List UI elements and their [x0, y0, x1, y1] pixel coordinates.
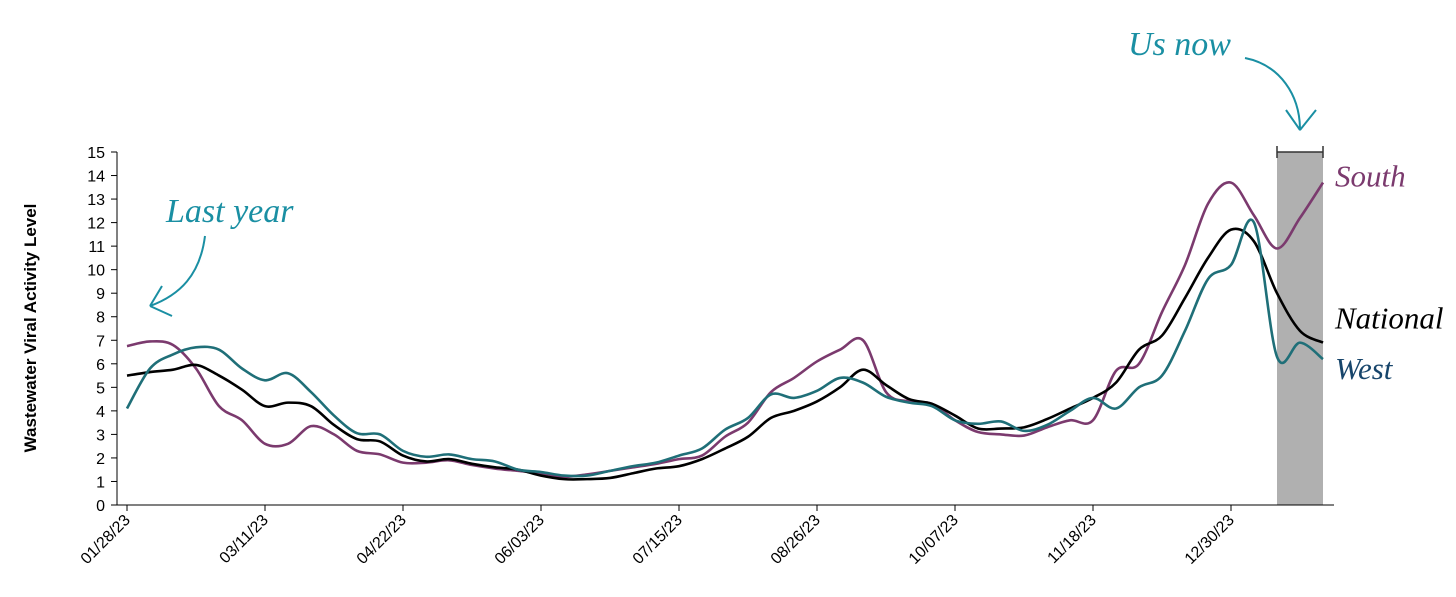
x-tick-label: 10/07/23 [906, 512, 962, 568]
y-tick-label: 6 [96, 357, 105, 374]
x-tick-label: 04/22/23 [354, 512, 410, 568]
y-tick-label: 12 [87, 216, 105, 233]
y-axis-label: Wastewater Viral Activity Level [21, 204, 40, 453]
series-line [126, 227, 1324, 481]
y-tick-label: 11 [88, 239, 105, 256]
x-tick-label: 07/15/23 [630, 512, 686, 568]
annotation-arrow [1244, 57, 1317, 131]
y-tick-label: 9 [96, 286, 105, 303]
highlight-bracket [1276, 146, 1324, 158]
y-tick-label: 15 [87, 145, 105, 162]
series-line [126, 181, 1325, 479]
y-tick-label: 8 [96, 310, 105, 327]
series-label: South [1335, 159, 1406, 194]
x-tick-label: 03/11/23 [217, 512, 272, 567]
x-tick-label: 12/30/23 [1182, 512, 1238, 568]
x-tick-label: 08/26/23 [768, 512, 824, 568]
x-tick-label: 11/18/23 [1045, 512, 1100, 567]
y-tick-label: 4 [96, 404, 105, 421]
y-tick-label: 1 [96, 474, 105, 491]
series-label: National [1334, 301, 1444, 336]
y-tick-label: 5 [96, 380, 105, 397]
annotation: Last year [165, 193, 294, 230]
y-tick-label: 0 [96, 498, 105, 515]
y-tick-label: 10 [87, 263, 105, 280]
annotation-arrow [149, 235, 206, 317]
y-tick-label: 14 [87, 169, 105, 186]
y-tick-label: 7 [96, 333, 105, 350]
y-tick-label: 3 [96, 427, 105, 444]
y-tick-label: 2 [96, 451, 105, 468]
annotation: Us now [1128, 26, 1231, 63]
highlight-band [1277, 152, 1323, 505]
x-tick-label: 01/28/23 [78, 512, 134, 568]
series-label: West [1335, 351, 1394, 386]
x-tick-label: 06/03/23 [492, 512, 548, 568]
series-line [125, 218, 1324, 478]
y-tick-label: 13 [87, 192, 105, 209]
